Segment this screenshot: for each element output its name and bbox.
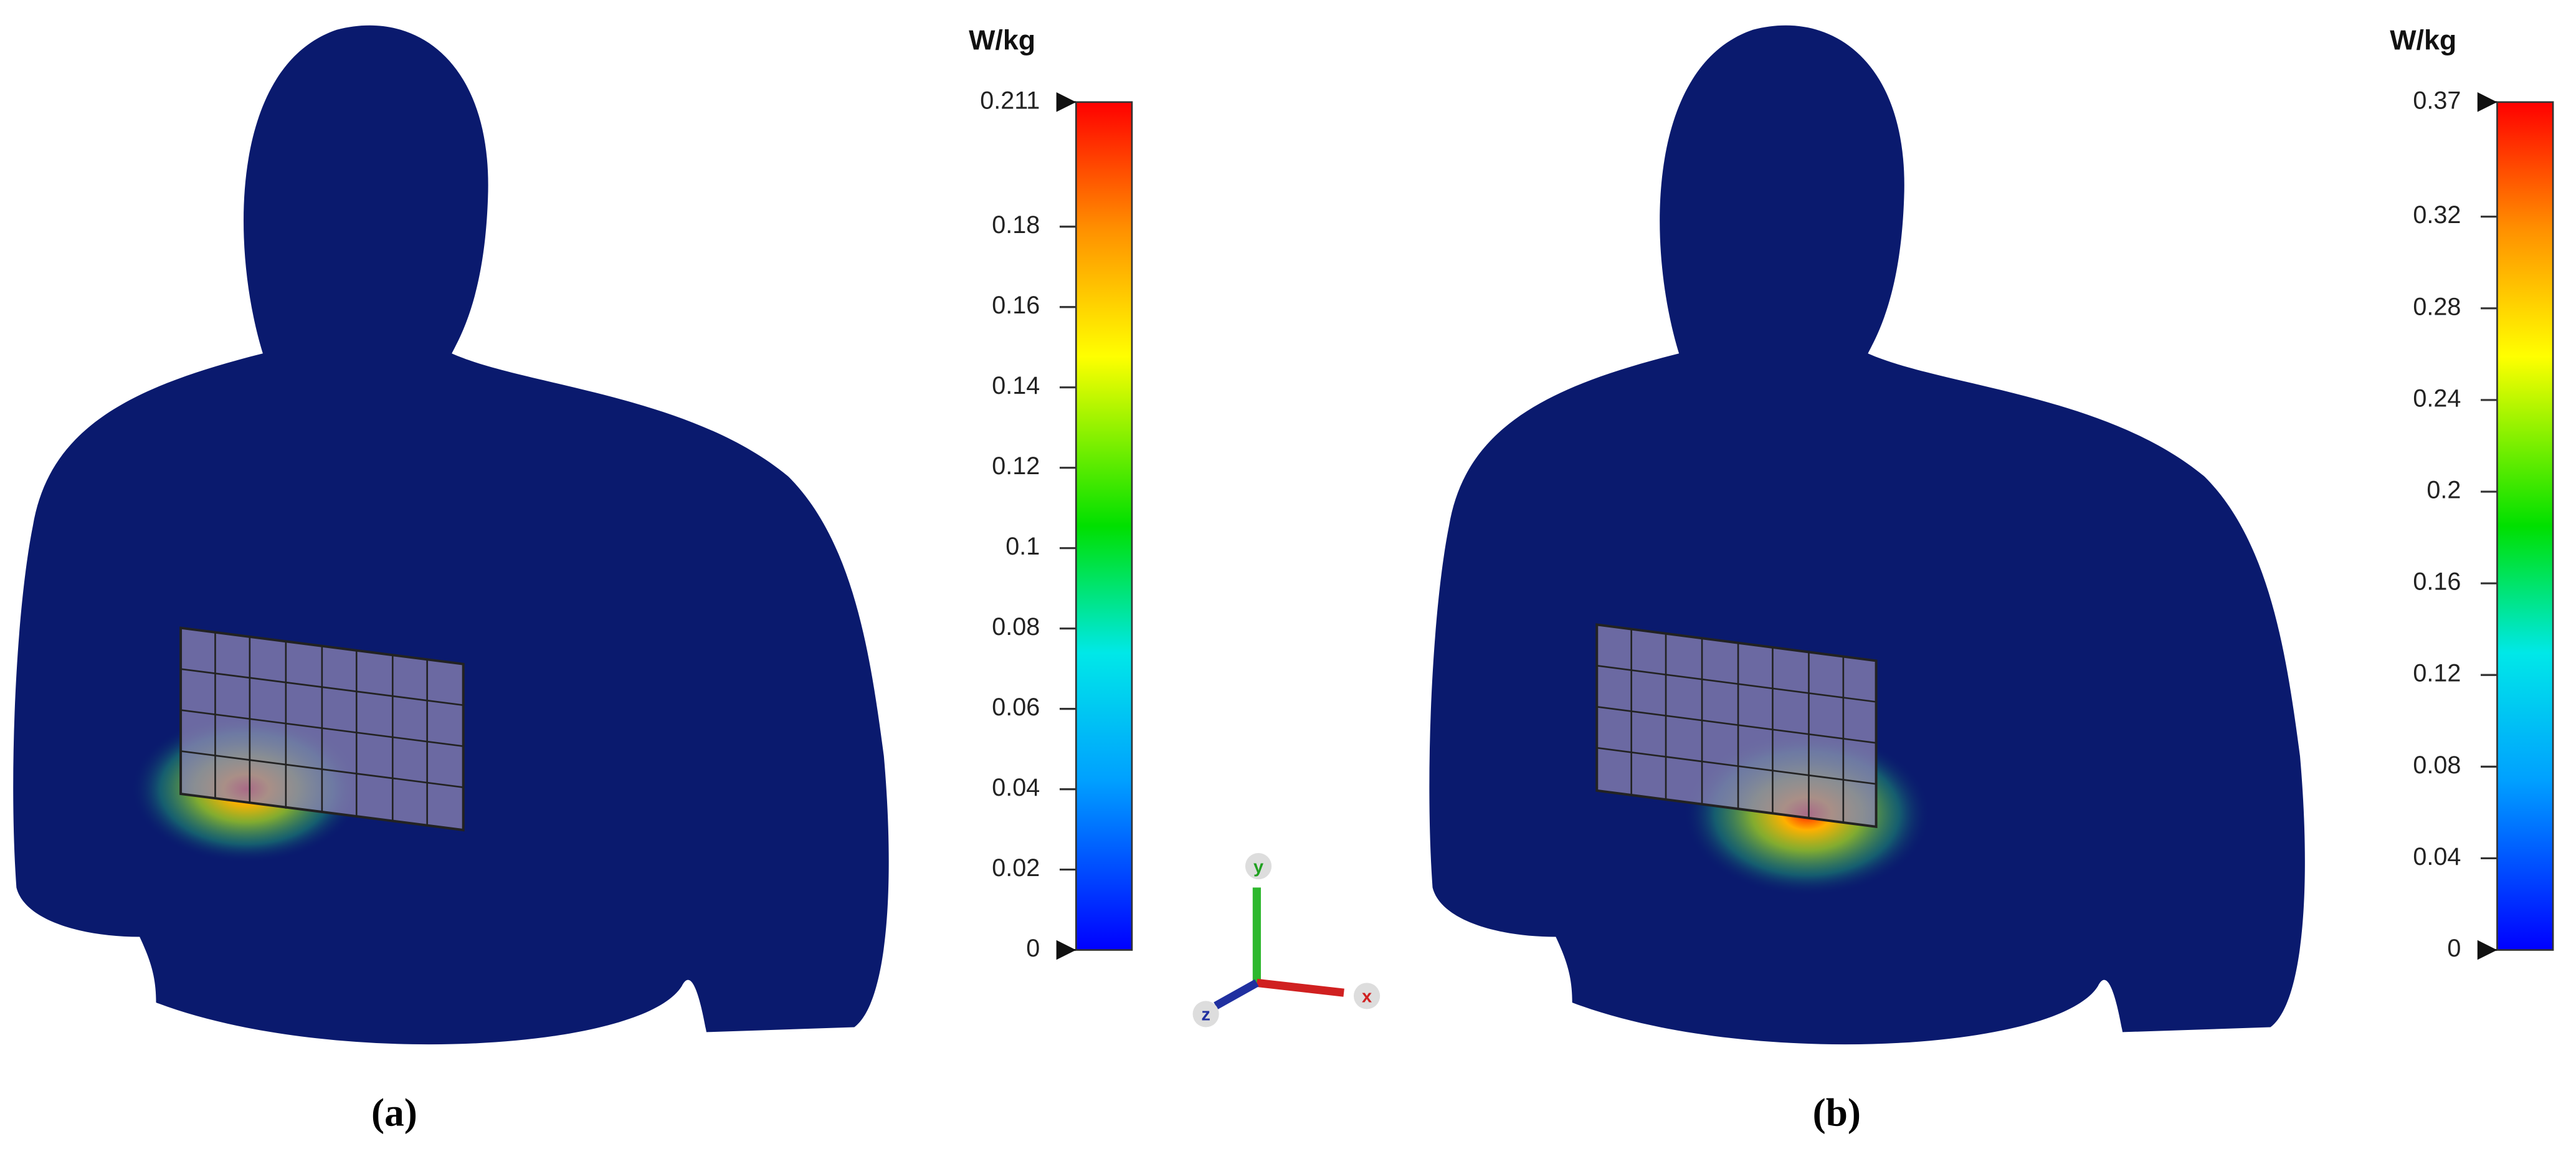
tick-label: 0.37 [2413,87,2461,114]
axis-label: y [1253,857,1263,877]
range-marker [1056,940,1077,960]
tick-label: 0.08 [2413,751,2461,779]
colorbar-unit: W/kg [969,24,1035,55]
tick-label: 0.12 [992,452,1040,480]
antenna [1595,623,1878,829]
tick-label: 0.06 [992,694,1040,721]
panel-a-model [13,25,889,1045]
axes-triad: y z x [1192,852,1381,1027]
colorbar [2496,101,2554,951]
tick-label: 0.24 [2413,384,2461,412]
tick-label: 0.16 [992,292,1040,319]
tick-label: 0.02 [992,854,1040,882]
panel-b-model [1429,25,2305,1045]
colorbar [1075,101,1133,951]
tick-label: 0.12 [2413,660,2461,687]
tick-label: 0 [1026,935,1040,962]
range-marker [2477,92,2498,112]
tick-label: 0.32 [2413,201,2461,229]
tick-label: 0.04 [2413,843,2461,870]
tick-label: 0.28 [2413,293,2461,320]
colorbar-unit: W/kg [2390,24,2456,55]
tick-label: 0.1 [1005,533,1040,560]
tick-label: 0.2 [2426,476,2461,503]
caption: (a) [371,1091,417,1135]
tick-label: 0.211 [980,87,1040,114]
tick-label: 0.14 [992,372,1040,399]
axis-label: x [1362,987,1372,1007]
caption: (b) [1813,1091,1861,1135]
tick-label: 0.04 [992,774,1040,801]
range-marker [2477,940,2498,960]
tick-label: 0 [2447,935,2461,962]
tick-label: 0.18 [992,211,1040,239]
axis-label: z [1201,1005,1210,1025]
tick-label: 0.08 [992,613,1040,641]
range-marker [1056,92,1077,112]
tick-label: 0.16 [2413,568,2461,596]
antenna [179,626,465,832]
